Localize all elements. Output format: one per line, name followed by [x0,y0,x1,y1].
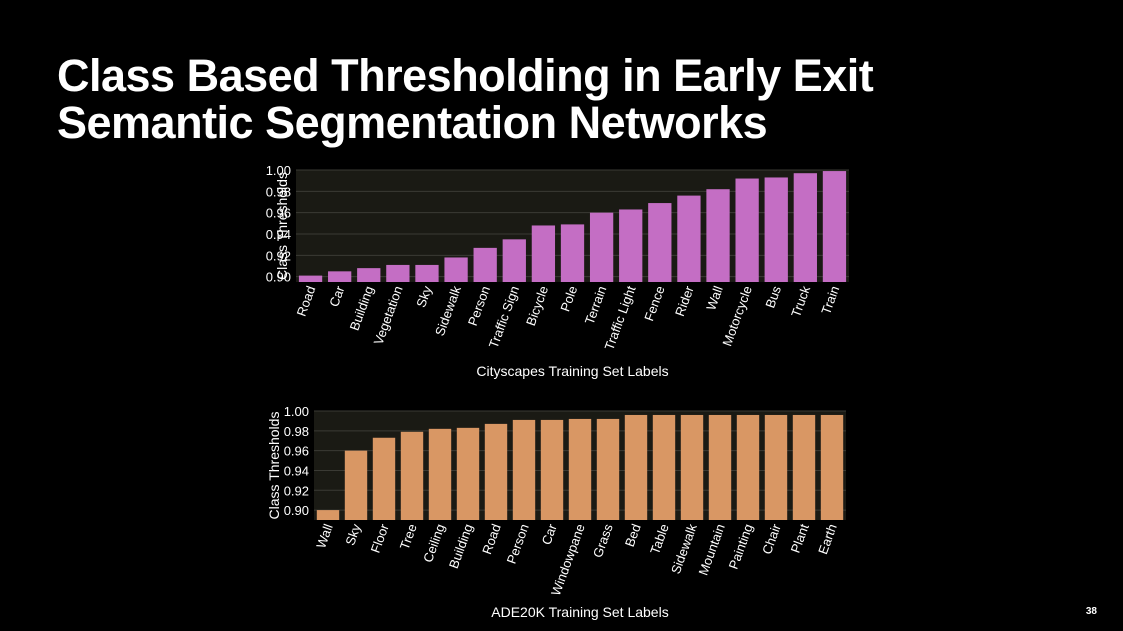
cityscapes-bar-sidewalk [444,257,468,282]
cityscapes-x-axis-title: Cityscapes Training Set Labels [476,363,668,379]
cityscapes-y-tick-label: 0.92 [266,248,291,263]
ade20k-x-tick-label: Earth [815,522,840,556]
ade20k-x-tick-label: Mountain [695,522,727,577]
ade20k-bar-sky [344,450,368,520]
cityscapes-y-tick-label: 0.94 [266,227,291,242]
ade20k-x-tick-label: Tree [397,522,420,552]
ade20k-y-tick-label: 0.90 [284,503,309,518]
ade20k-x-tick-label: Grass [590,521,616,559]
ade20k-bar-building [456,427,480,520]
ade20k-x-tick-label: Bed [622,522,644,549]
ade20k-x-tick-label: Plant [788,522,812,555]
ade20k-y-tick-label: 1.00 [284,404,309,419]
cityscapes-y-tick-label: 0.90 [266,270,291,285]
slide-title-line-2: Semantic Segmentation Networks [57,97,768,148]
ade20k-bar-ceiling [428,428,452,520]
cityscapes-bar-bicycle [531,225,556,282]
cityscapes-bar-sky [415,264,439,282]
cityscapes-bar-building [357,268,381,282]
ade20k-x-tick-label: Painting [726,522,756,571]
ade20k-x-tick-label: Person [504,522,532,566]
ade20k-x-axis-title: ADE20K Training Set Labels [491,604,668,620]
cityscapes-bar-traffic-light [619,209,643,282]
ade20k-bar-grass [596,418,620,520]
ade20k-x-tick-label: Chair [759,521,784,556]
cityscapes-bar-road [298,275,323,282]
ade20k-bar-floor [372,437,396,520]
ade20k-x-tick-label: Floor [368,521,392,555]
cityscapes-x-tick-label: Bus [762,283,784,310]
cityscapes-bar-fence [648,203,672,282]
ade20k-x-tick-label: Building [446,522,476,571]
cityscapes-bar-car [328,271,352,282]
ade20k-y-tick-label: 0.96 [284,444,309,459]
ade20k-bar-sidewalk [680,414,704,520]
ade20k-x-tick-label: Road [479,522,504,556]
cityscapes-bar-traffic-sign [502,239,526,282]
ade20k-x-tick-label: Sidewalk [668,521,700,575]
ade20k-bar-person [512,419,536,520]
cityscapes-x-tick-label: Car [326,283,347,308]
ade20k-x-tick-label: Ceiling [420,522,448,564]
ade20k-bar-car [540,419,564,520]
cityscapes-bar-wall [706,189,730,282]
slide-title: Class Based Thresholding in Early Exit S… [57,50,874,148]
ade20k-bar-tree [400,431,424,520]
cityscapes-y-tick-label: 0.98 [266,184,291,199]
ade20k-bar-windowpane [568,418,592,520]
ade20k-x-tick-label: Sky [342,521,364,547]
cityscapes-y-axis-title: Class Thresholds [274,172,290,280]
cityscapes-x-tick-label: Sky [413,283,435,309]
cityscapes-bar-terrain [589,212,614,282]
ade20k-y-tick-label: 0.98 [284,424,309,439]
cityscapes-bar-train [822,171,847,282]
ade20k-x-tick-label: Wall [313,522,336,551]
slide-title-line-1: Class Based Thresholding in Early Exit [57,50,874,101]
cityscapes-y-tick-label: 1.00 [266,163,291,178]
ade20k-x-tick-label: Car [539,521,560,546]
ade20k-bar-earth [820,414,844,520]
cityscapes-bar-truck [793,173,817,282]
ade20k-bar-painting [736,414,760,520]
ade20k-y-tick-label: 0.92 [284,483,309,498]
ade20k-bar-mountain [708,414,732,520]
cityscapes-bar-vegetation [386,264,410,282]
ade20k-bar-road [484,423,508,520]
ade20k-bar-plant [792,414,816,520]
cityscapes-bar-motorcycle [735,178,759,282]
cityscapes-bar-person [473,247,497,282]
ade20k-x-tick-label: Table [647,522,672,556]
page-number: 38 [1085,606,1097,617]
ade20k-y-axis-title: Class Thresholds [266,412,282,520]
cityscapes-y-tick-label: 0.96 [266,206,291,221]
ade20k-bar-chair [764,414,788,520]
ade20k-bar-table [652,414,676,520]
ade20k-y-tick-label: 0.94 [284,463,309,478]
cityscapes-bar-bus [764,177,788,282]
cityscapes-bar-rider [677,195,701,282]
ade20k-bar-wall [316,510,340,520]
ade20k-bar-bed [624,414,648,520]
cityscapes-bar-pole [560,224,585,282]
